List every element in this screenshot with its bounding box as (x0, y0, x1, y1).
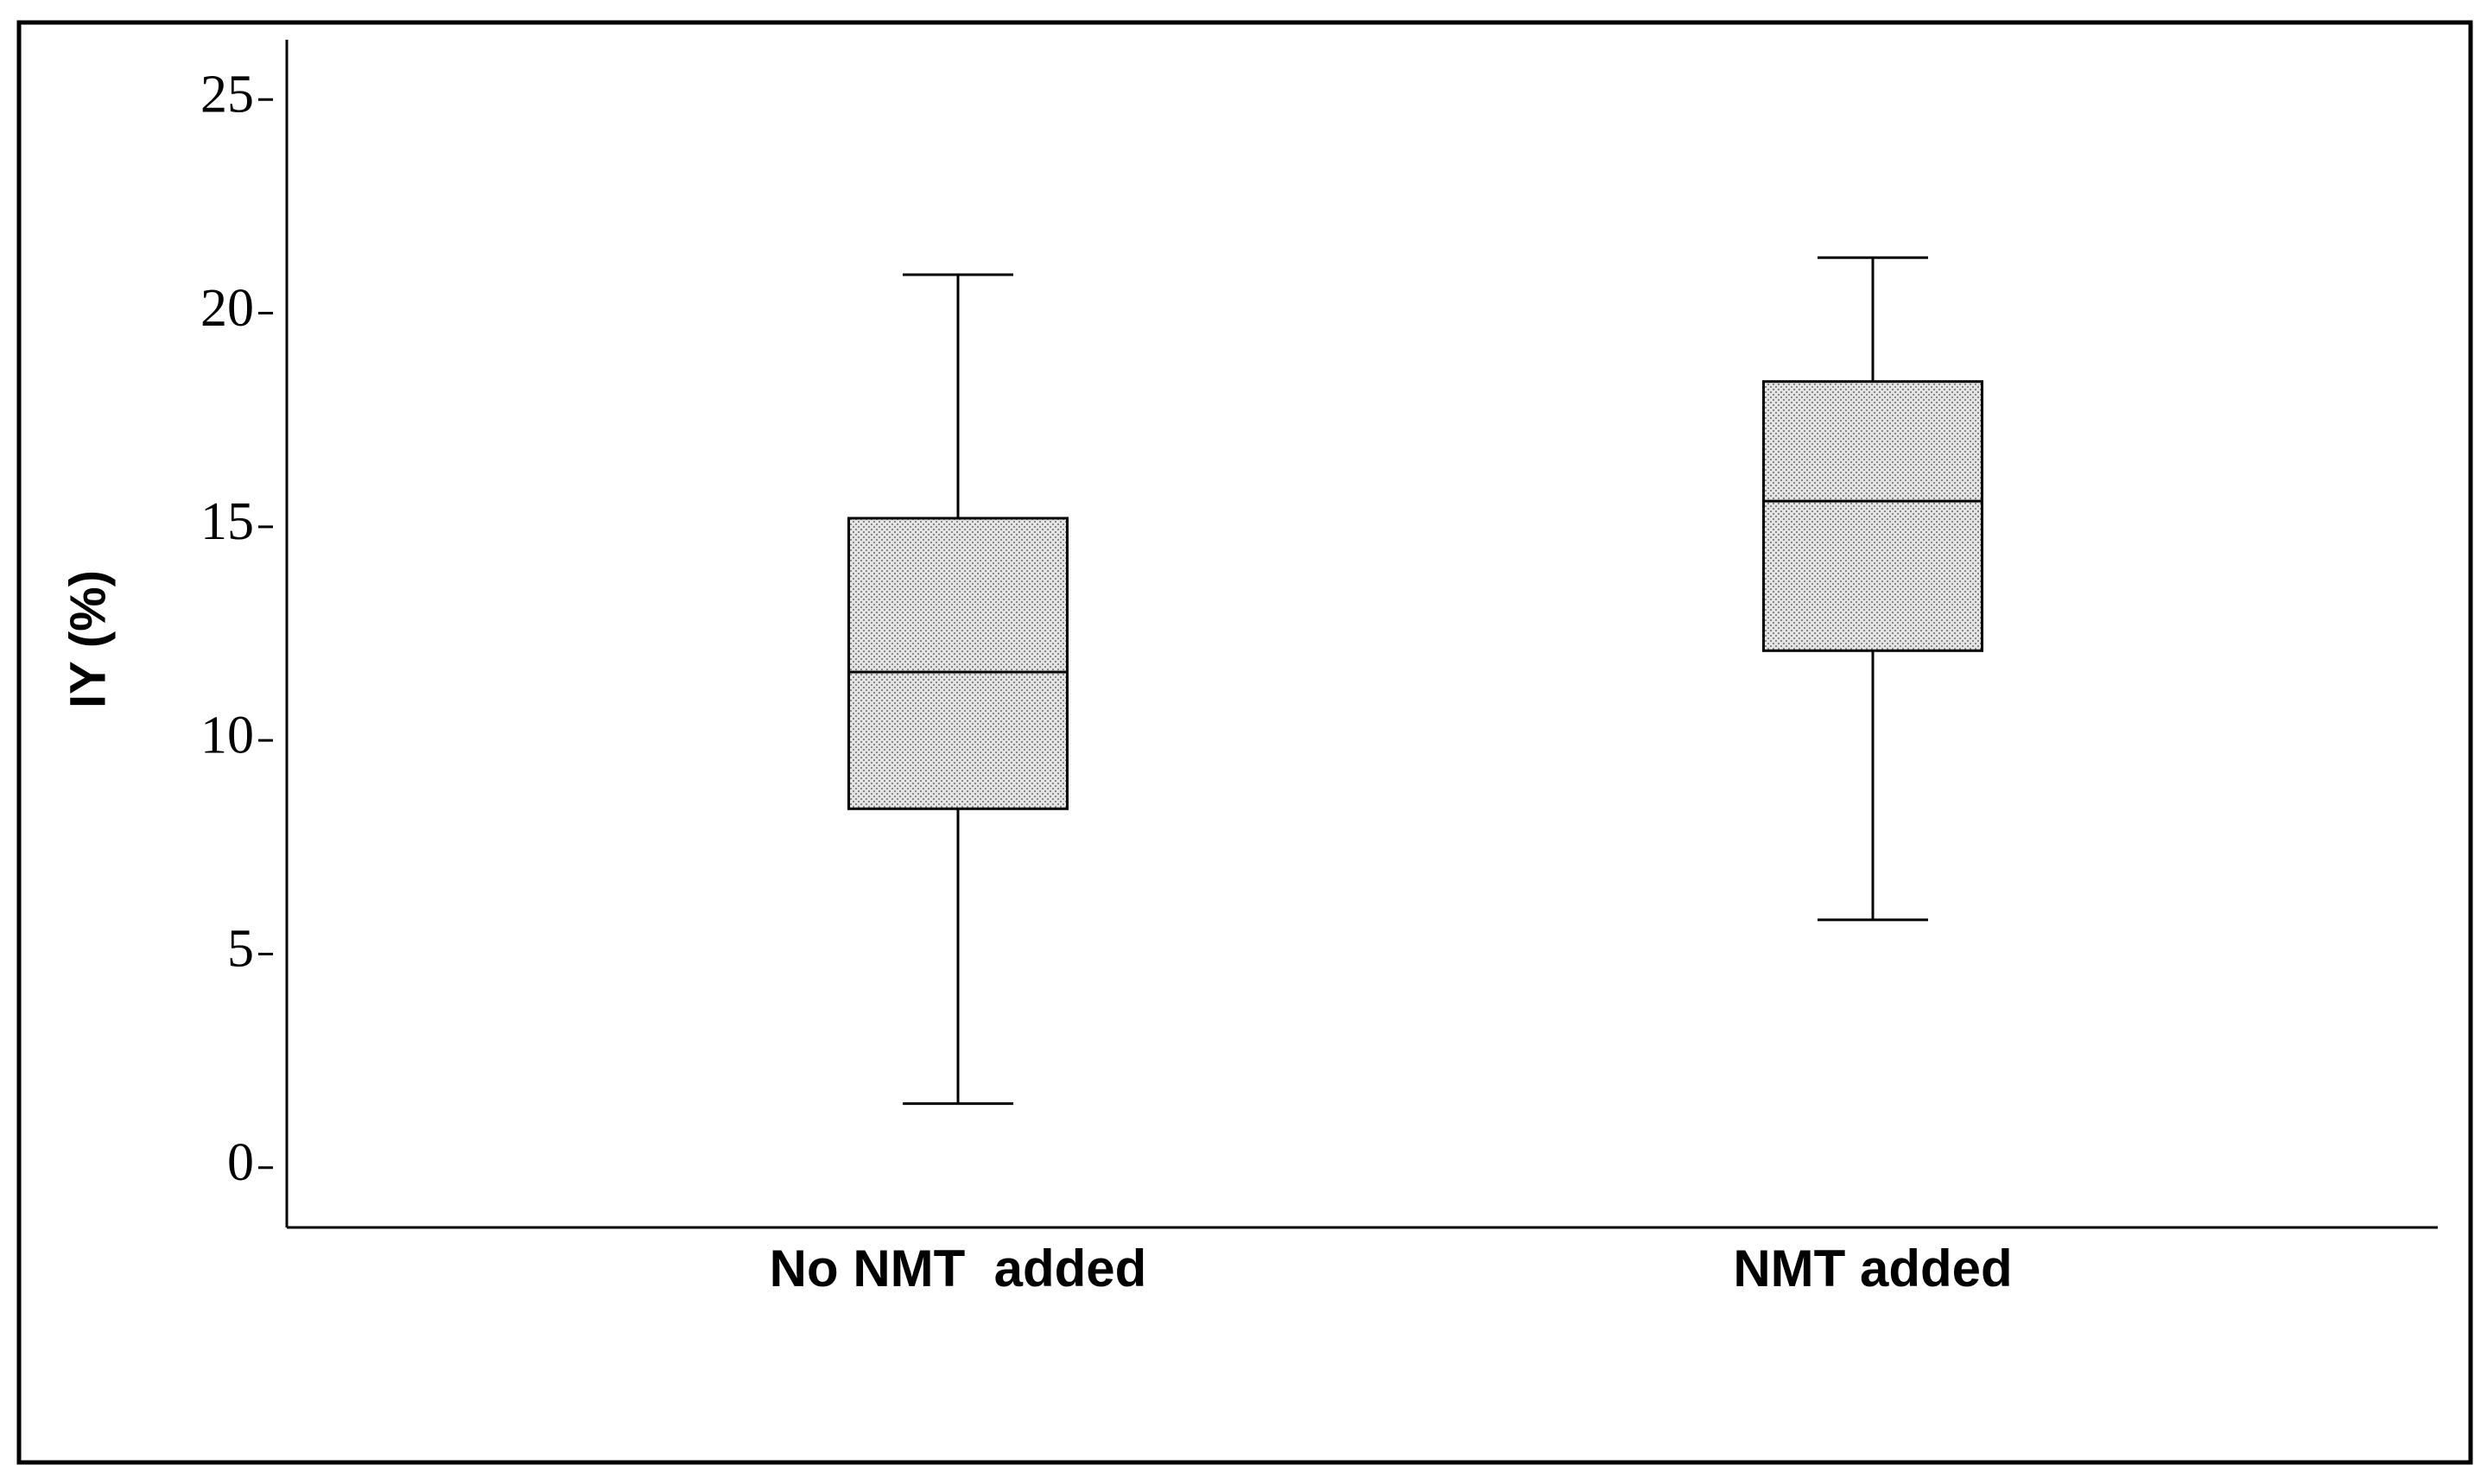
y-axis-label: IY (%) (60, 570, 116, 708)
x-tick-label: NMT added (1733, 1240, 2012, 1297)
x-tick-label: No NMT added (770, 1240, 1147, 1297)
y-tick-label: 25 (200, 65, 254, 124)
box (1762, 380, 1983, 652)
y-tick-label: 10 (200, 706, 254, 764)
frame (16, 20, 2473, 1465)
y-tick-label: 5 (227, 920, 254, 979)
y-tick-label: 0 (227, 1133, 254, 1192)
y-tick-label: 15 (200, 492, 254, 551)
y-tick-label: 20 (200, 279, 254, 338)
box (847, 517, 1069, 810)
